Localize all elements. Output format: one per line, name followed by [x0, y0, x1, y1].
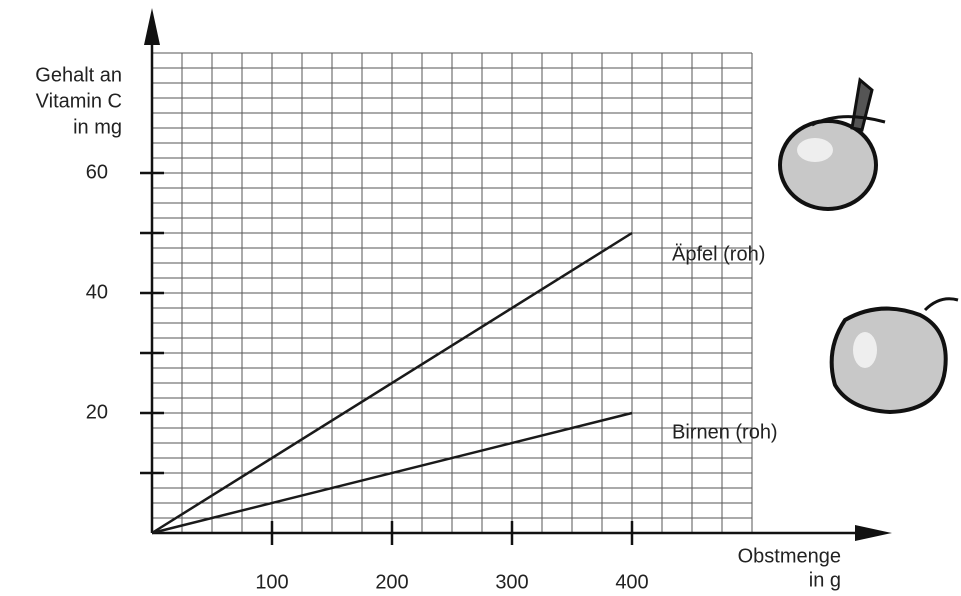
x-tick-label: 100: [255, 571, 288, 593]
x-tick-label: 400: [615, 571, 648, 593]
x-axis-arrow: [855, 525, 892, 541]
y-axis-label: in mg: [73, 116, 122, 138]
y-axis-label: Vitamin C: [36, 90, 122, 112]
y-axis-label: Gehalt an: [35, 64, 122, 86]
y-tick-label: 20: [86, 401, 108, 423]
x-axis-label: in g: [809, 569, 841, 591]
y-tick-label: 40: [86, 281, 108, 303]
y-tick-label: 60: [86, 161, 108, 183]
series-line: [151, 411, 633, 535]
apple-illustration: [778, 77, 886, 211]
series-label: Äpfel (roh): [672, 243, 765, 265]
series-label: Birnen (roh): [672, 421, 778, 443]
x-tick-label: 300: [495, 571, 528, 593]
series-line: [151, 231, 633, 535]
y-axis-arrow: [144, 8, 160, 45]
x-axis-label: Obstmenge: [738, 545, 841, 567]
x-tick-label: 200: [375, 571, 408, 593]
pear-illustration: [829, 297, 959, 415]
